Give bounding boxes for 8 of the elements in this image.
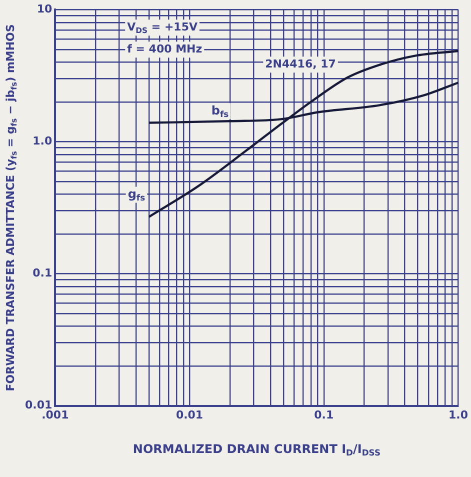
y-tick-label: 1.0 <box>32 134 52 148</box>
y-tick-label: 0.1 <box>32 266 52 280</box>
x-tick-label: 1.0 <box>448 408 468 422</box>
annotation: 2N4416, 17 <box>265 57 336 70</box>
x-tick-label: 0.01 <box>176 408 204 422</box>
annotation: f = 400 MHz <box>127 42 202 56</box>
y-tick-label: 10 <box>36 2 52 16</box>
x-tick-label: 0.1 <box>314 408 334 422</box>
